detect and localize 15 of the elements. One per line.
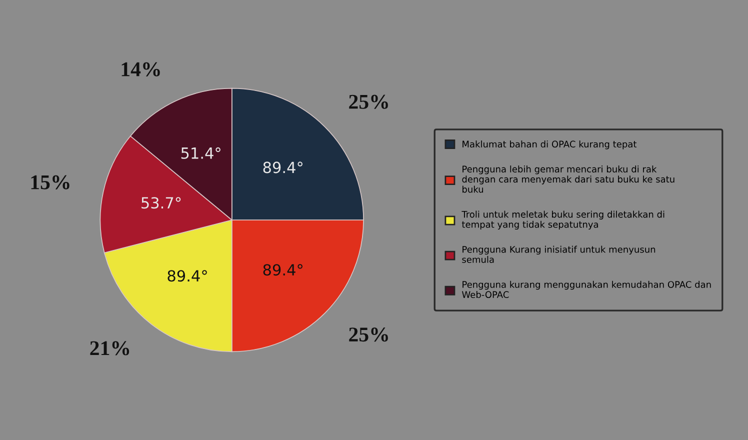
data-label: 15% xyxy=(31,175,70,190)
text: 89.4° xyxy=(168,270,207,282)
legend-label: Pengguna kurang menggunakan kemudahan OPAC dan Web-OPAC xyxy=(462,280,711,298)
legend-label: Pengguna lebih gemar mencari buku di rak dengan cara menyemak dari satu buku ke satu buku xyxy=(462,166,674,193)
legend-label: Troli untuk meletak buku sering diletakkan di tempat yang tidak sepatutnya xyxy=(462,210,664,230)
data-label: 25% xyxy=(349,94,388,109)
text: 89.4° xyxy=(263,264,302,276)
data-label: 25% xyxy=(349,328,388,342)
text: 53.7° xyxy=(142,197,181,209)
data-label: 14% xyxy=(122,62,160,76)
data-label: 21% xyxy=(90,341,130,356)
legend-label: Pengguna Kurang inisiatif untuk menyusun semula xyxy=(462,246,656,263)
legend-label: Maklumat bahan di OPAC kurang tepat xyxy=(462,140,637,150)
text: 51.4° xyxy=(181,147,220,159)
text: 89.4° xyxy=(263,162,302,174)
